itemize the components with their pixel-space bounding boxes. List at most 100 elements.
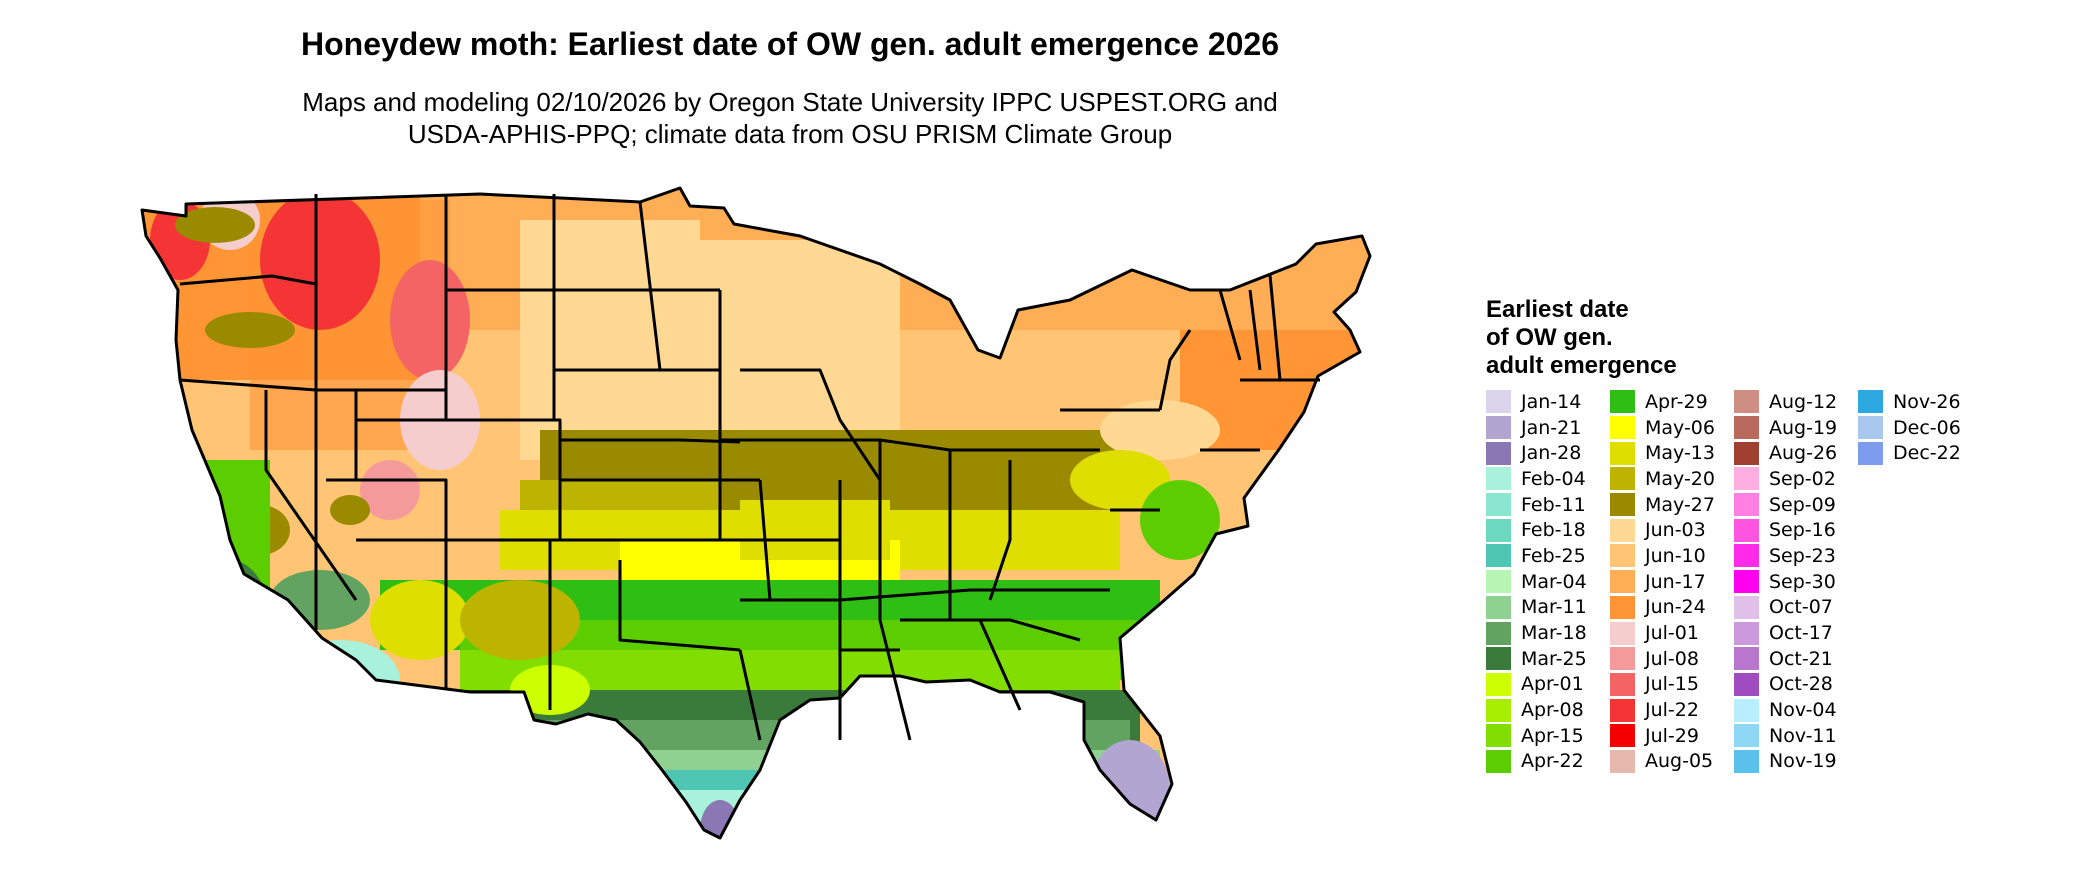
legend-item: Apr-15 <box>1486 723 1610 749</box>
legend-item: Mar-18 <box>1486 620 1610 646</box>
legend-item: Aug-12 <box>1734 389 1858 415</box>
legend-swatch <box>1610 595 1635 619</box>
legend-label: Dec-22 <box>1893 442 1961 465</box>
legend-item: Sep-02 <box>1734 466 1858 492</box>
legend-label: Jan-14 <box>1521 390 1582 413</box>
legend-label: May-20 <box>1645 467 1715 490</box>
legend-label: Oct-17 <box>1769 622 1833 645</box>
legend-swatch <box>1734 570 1759 594</box>
legend-item: Nov-26 <box>1858 389 1982 415</box>
legend-swatch <box>1610 621 1635 645</box>
legend-item: Feb-25 <box>1486 543 1610 569</box>
legend-item: Dec-22 <box>1858 440 1982 466</box>
legend-swatch <box>1734 441 1759 465</box>
legend-title-line-1: Earliest date <box>1486 296 1629 323</box>
legend-swatch <box>1486 416 1511 440</box>
legend-swatch <box>1734 416 1759 440</box>
legend-item: Jun-03 <box>1610 517 1734 543</box>
state-boundaries <box>140 186 1372 840</box>
legend-swatch <box>1610 390 1635 414</box>
legend-item: Aug-05 <box>1610 749 1734 775</box>
legend-swatch <box>1734 390 1759 414</box>
legend-item: Oct-21 <box>1734 646 1858 672</box>
legend-label: May-27 <box>1645 493 1715 516</box>
legend-label: Mar-18 <box>1521 622 1587 645</box>
legend-label: Nov-19 <box>1769 750 1837 773</box>
legend-item: Sep-16 <box>1734 517 1858 543</box>
legend-swatch <box>1610 724 1635 748</box>
legend-swatch <box>1486 467 1511 491</box>
legend-item: May-27 <box>1610 492 1734 518</box>
legend-swatch <box>1858 441 1883 465</box>
legend-item: Sep-30 <box>1734 569 1858 595</box>
legend-item: Jan-28 <box>1486 440 1610 466</box>
map-subtitle: Maps and modeling 02/10/2026 by Oregon S… <box>0 86 1580 150</box>
legend-swatch <box>1610 441 1635 465</box>
legend-label: Feb-25 <box>1521 544 1586 567</box>
legend-item: Jun-17 <box>1610 569 1734 595</box>
legend-label: Aug-05 <box>1645 750 1714 773</box>
legend-item: Mar-04 <box>1486 569 1610 595</box>
legend-item: Oct-07 <box>1734 595 1858 621</box>
legend-label: Mar-25 <box>1521 647 1587 670</box>
legend-label: Jan-28 <box>1521 442 1582 465</box>
legend-item: Nov-11 <box>1734 723 1858 749</box>
legend-swatch <box>1610 672 1635 696</box>
legend-swatch <box>1610 570 1635 594</box>
legend-title-line-2: of OW gen. <box>1486 324 1613 351</box>
legend-item: May-06 <box>1610 415 1734 441</box>
legend-item: Sep-09 <box>1734 492 1858 518</box>
legend-label: Oct-07 <box>1769 596 1833 619</box>
legend-item: Apr-08 <box>1486 697 1610 723</box>
legend-label: Jun-03 <box>1645 519 1706 542</box>
legend-label: Nov-11 <box>1769 724 1837 747</box>
legend-label: Jun-17 <box>1645 570 1706 593</box>
legend-item: Mar-11 <box>1486 595 1610 621</box>
legend-label: Jul-15 <box>1645 673 1699 696</box>
legend-swatch <box>1610 647 1635 671</box>
legend-swatch <box>1486 441 1511 465</box>
legend-swatch <box>1486 724 1511 748</box>
legend-swatch <box>1610 416 1635 440</box>
legend-label: Sep-23 <box>1769 544 1836 567</box>
legend-item: May-20 <box>1610 466 1734 492</box>
legend-swatch <box>1734 544 1759 568</box>
legend-swatch <box>1486 518 1511 542</box>
legend-label: Feb-11 <box>1521 493 1586 516</box>
legend-label: Feb-04 <box>1521 467 1586 490</box>
legend-label: Oct-28 <box>1769 673 1833 696</box>
legend-item: Oct-17 <box>1734 620 1858 646</box>
subtitle-line-2: USDA-APHIS-PPQ; climate data from OSU PR… <box>407 119 1173 149</box>
legend-label: May-13 <box>1645 442 1715 465</box>
legend-item: Apr-29 <box>1610 389 1734 415</box>
legend-swatch <box>1734 698 1759 722</box>
legend-label: Aug-12 <box>1769 390 1838 413</box>
legend-label: Jan-21 <box>1521 416 1582 439</box>
legend-item: Sep-23 <box>1734 543 1858 569</box>
legend-label: Apr-15 <box>1521 724 1584 747</box>
legend-item: Feb-04 <box>1486 466 1610 492</box>
legend-swatch <box>1486 647 1511 671</box>
legend-swatch <box>1486 749 1511 773</box>
legend-item: Jul-29 <box>1610 723 1734 749</box>
legend-label: Jul-22 <box>1645 699 1699 722</box>
legend-item: Nov-04 <box>1734 697 1858 723</box>
legend-swatch <box>1858 416 1883 440</box>
legend-item: Aug-19 <box>1734 415 1858 441</box>
legend-label: Aug-19 <box>1769 416 1838 439</box>
legend-swatch <box>1858 390 1883 414</box>
legend-swatch <box>1486 698 1511 722</box>
legend-item: Nov-19 <box>1734 749 1858 775</box>
legend-swatch <box>1486 570 1511 594</box>
legend-label: Jun-24 <box>1645 596 1706 619</box>
legend-title-line-3: adult emergence <box>1486 352 1677 379</box>
legend: Jan-14 Jan-21 Jan-28 Feb-04 Feb-11 Feb-18 Feb-… <box>1486 389 1982 774</box>
legend-item: Mar-25 <box>1486 646 1610 672</box>
legend-label: May-06 <box>1645 416 1715 439</box>
legend-title: Earliest date of OW gen. adult emergence <box>1486 296 1677 380</box>
subtitle-line-1: Maps and modeling 02/10/2026 by Oregon S… <box>302 87 1278 117</box>
legend-swatch <box>1610 518 1635 542</box>
legend-item: Jun-10 <box>1610 543 1734 569</box>
legend-label: Apr-01 <box>1521 673 1584 696</box>
legend-swatch <box>1486 595 1511 619</box>
